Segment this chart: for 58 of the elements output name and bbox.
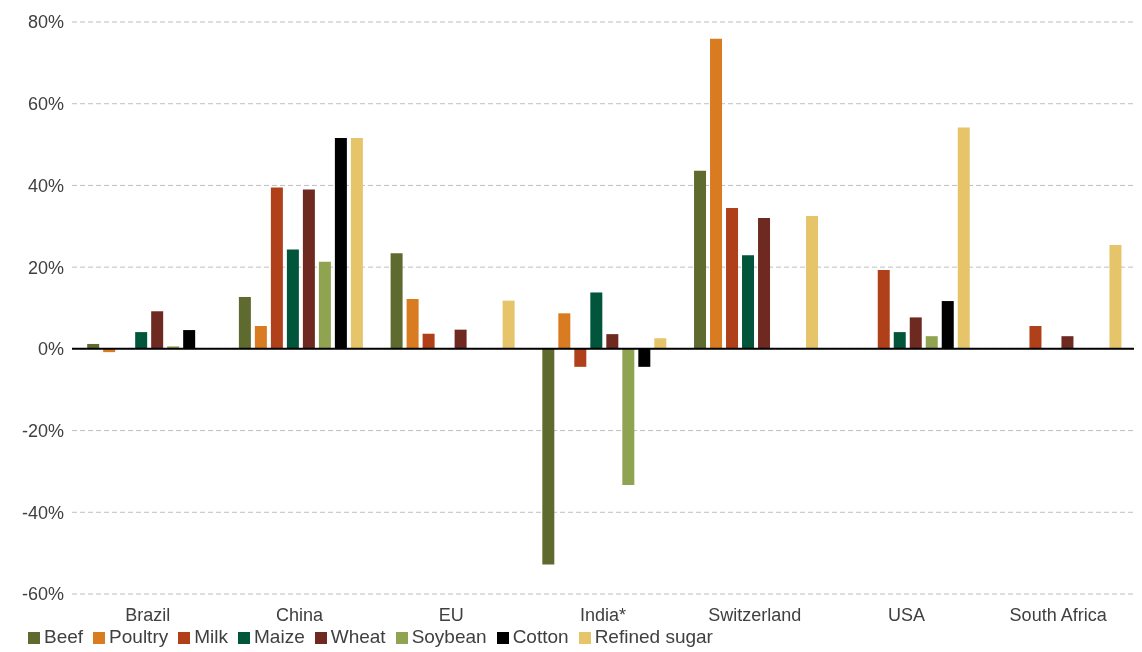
bar [925, 336, 938, 349]
y-tick-label: 80% [27, 12, 64, 33]
bar [806, 216, 819, 349]
x-tick-label: Brazil [125, 604, 171, 625]
y-tick-label: -20% [21, 420, 64, 441]
bar [390, 253, 403, 349]
legend-label: Soybean [411, 626, 487, 647]
bar [574, 348, 587, 367]
bar [151, 311, 164, 349]
x-tick-label: EU [438, 604, 464, 625]
bar [135, 332, 148, 349]
bar [1109, 245, 1122, 349]
x-tick-label: South Africa [1009, 604, 1108, 625]
bar [1061, 336, 1074, 349]
bar [622, 348, 635, 485]
bar [742, 255, 755, 349]
bar [1029, 325, 1042, 349]
y-tick-label: -60% [21, 584, 64, 605]
y-tick-label: 0% [37, 339, 64, 360]
y-tick-label: 20% [27, 257, 64, 278]
bar [758, 218, 771, 349]
bar [422, 333, 435, 349]
bar [454, 329, 467, 349]
x-tick-label: Switzerland [708, 604, 802, 625]
y-tick-label: 40% [27, 175, 64, 196]
bar [694, 170, 707, 349]
bar [254, 325, 267, 349]
x-tick-label: USA [887, 604, 925, 625]
bar [502, 300, 515, 349]
bar [350, 138, 363, 349]
bar [406, 299, 419, 349]
y-tick-label: 60% [27, 94, 64, 115]
bar [877, 270, 890, 349]
legend-label: Poultry [109, 626, 169, 647]
bar [654, 338, 667, 349]
bar [909, 317, 922, 349]
bar [710, 38, 723, 349]
legend-label: Beef [44, 626, 84, 647]
bar [893, 332, 906, 349]
y-tick-label: -40% [21, 502, 64, 523]
bar [270, 187, 283, 349]
bar [957, 127, 970, 349]
bar [302, 189, 315, 349]
x-tick-label: India* [579, 604, 627, 625]
legend-label: Cotton [512, 626, 569, 647]
bar [318, 261, 331, 349]
legend-label: Maize [254, 626, 305, 647]
bar [558, 313, 571, 349]
legend-label: Refined sugar [594, 626, 713, 647]
bar [606, 334, 619, 349]
bar [542, 348, 555, 565]
bar [238, 296, 251, 349]
bar [286, 249, 299, 349]
legend-label: Wheat [330, 626, 386, 647]
bar [590, 292, 603, 349]
x-tick-label: China [276, 604, 325, 625]
legend-label: Milk [194, 626, 229, 647]
bar [726, 207, 739, 349]
